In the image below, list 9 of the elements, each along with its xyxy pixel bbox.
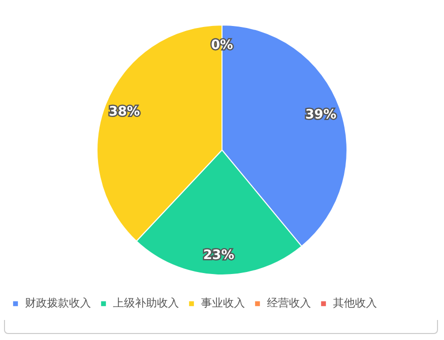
legend-label: 事业收入 [201, 296, 245, 310]
legend-label: 财政拨款收入 [25, 296, 91, 310]
data-label: 38% [108, 104, 140, 120]
data-label: 39% [305, 107, 336, 122]
legend-label: 经营收入 [267, 296, 311, 310]
text: 0% [210, 38, 234, 53]
data-label: 23% [203, 248, 234, 263]
legend-label: 上级补助收入 [113, 296, 179, 310]
legend-label: 其他收入 [333, 296, 377, 310]
